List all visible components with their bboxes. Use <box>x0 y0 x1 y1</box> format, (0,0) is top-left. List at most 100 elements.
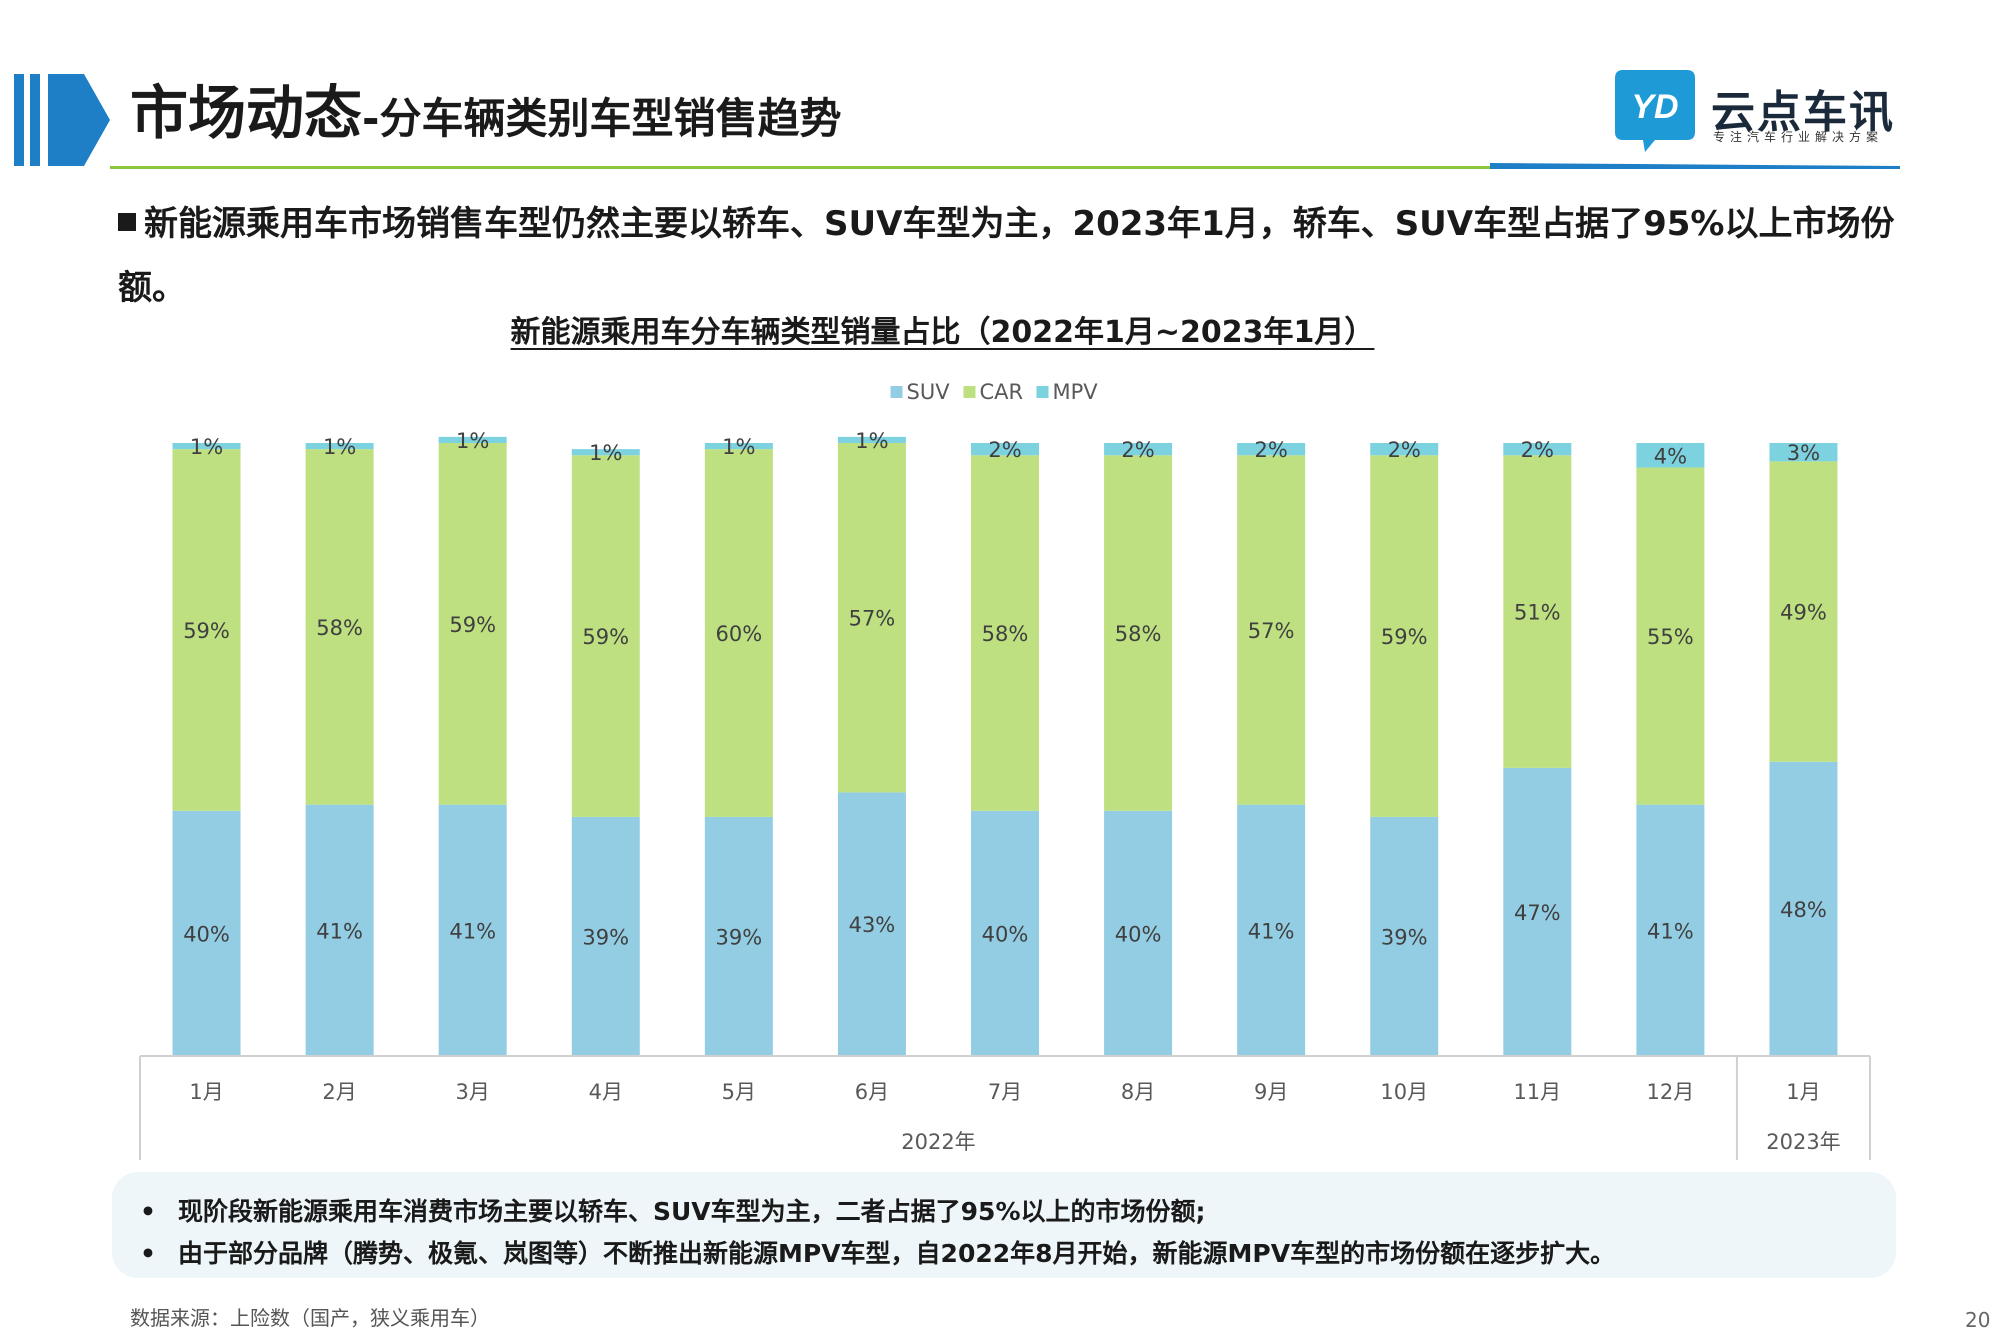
data-label-suv-9: 41% <box>1248 919 1295 943</box>
bar-mpv-1 <box>172 443 241 450</box>
category-label: 1月 <box>189 1080 223 1104</box>
stacked-bar-chart: SUV CAR MPV 40% 59% 1% 41% 58% 1% 41% 59% 1% 39% 59%… <box>139 380 1871 1160</box>
bar-suv-4 <box>571 816 640 1056</box>
bar-car-5 <box>704 449 773 817</box>
legend-label-car: CAR <box>980 380 1024 404</box>
bar-suv-1 <box>172 810 241 1056</box>
category-label: 5月 <box>722 1080 756 1104</box>
data-label-mpv-5: 1% <box>722 435 755 459</box>
bar-suv-6 <box>837 792 906 1056</box>
data-label-car-10: 59% <box>1381 625 1428 649</box>
bar-car-1 <box>172 449 241 811</box>
bar-mpv-5 <box>704 443 773 450</box>
category-label: 4月 <box>589 1080 623 1104</box>
data-label-mpv-2: 1% <box>323 435 356 459</box>
data-label-suv-5: 39% <box>716 925 763 949</box>
category-label: 12月 <box>1647 1080 1695 1104</box>
bar-mpv-10 <box>1370 443 1439 456</box>
header-bars-icon <box>14 74 110 166</box>
bar-mpv-13 <box>1769 443 1838 462</box>
bar-mpv-11 <box>1503 443 1572 456</box>
legend-label-mpv: MPV <box>1053 380 1099 404</box>
data-label-suv-7: 40% <box>982 922 1029 946</box>
data-label-mpv-12: 4% <box>1654 444 1687 468</box>
data-label-suv-12: 41% <box>1647 919 1694 943</box>
bar-car-3 <box>438 443 507 805</box>
bar-car-6 <box>837 443 906 793</box>
data-label-car-6: 57% <box>849 607 896 631</box>
bar-mpv-9 <box>1237 443 1306 456</box>
data-label-car-12: 55% <box>1647 625 1694 649</box>
chart-bars: 40% 59% 1% 41% 58% 1% 41% 59% 1% 39% 59% 1% 39% 60% 1%… <box>172 429 1838 1056</box>
bar-suv-7 <box>971 810 1039 1056</box>
page-title-sub: -分车辆类别车型销售趋势 <box>362 94 842 143</box>
brand-logo: YD 云点车讯 专注汽车行业解决方案 <box>1615 70 1893 155</box>
logo-mark-text: YD <box>1631 88 1678 126</box>
bar-mpv-3 <box>438 436 507 443</box>
data-label-suv-3: 41% <box>449 919 496 943</box>
bar-suv-10 <box>1370 816 1439 1056</box>
bar-suv-12 <box>1636 804 1705 1056</box>
data-label-car-9: 57% <box>1248 619 1295 643</box>
summary-bullet: 新能源乘用车市场销售车型仍然主要以轿车、SUV车型为主，2023年1月，轿车、S… <box>118 192 1898 320</box>
data-label-suv-11: 47% <box>1514 901 1561 925</box>
legend-swatch-suv <box>890 386 903 398</box>
note-item: • 现阶段新能源乘用车消费市场主要以轿车、SUV车型为主，二者占据了95%以上的市… <box>140 1197 1206 1226</box>
logo-mark-icon: YD <box>1615 70 1695 152</box>
bar-mpv-7 <box>971 443 1039 456</box>
data-label-suv-4: 39% <box>582 925 629 949</box>
bar-suv-13 <box>1769 761 1838 1056</box>
data-label-car-13: 49% <box>1780 601 1827 625</box>
data-label-mpv-11: 2% <box>1521 438 1554 462</box>
bar-car-12 <box>1636 467 1705 805</box>
group-label: 2022年 <box>901 1130 975 1154</box>
bar-suv-9 <box>1237 804 1306 1056</box>
category-label: 10月 <box>1380 1080 1428 1104</box>
data-label-mpv-3: 1% <box>456 429 489 453</box>
data-label-suv-1: 40% <box>183 922 230 946</box>
legend-label-suv: SUV <box>907 380 951 404</box>
note-bullet: • <box>140 1239 156 1268</box>
bar-mpv-4 <box>571 449 640 456</box>
data-label-mpv-10: 2% <box>1388 438 1421 462</box>
note-item: • 由于部分品牌（腾势、极氪、岚图等）不断推出新能源MPV车型，自2022年8月开… <box>140 1239 1616 1268</box>
logo-tagline: 专注汽车行业解决方案 <box>1713 130 1884 144</box>
legend-swatch-car <box>963 386 976 398</box>
bar-car-2 <box>305 449 374 805</box>
category-label: 7月 <box>988 1080 1022 1104</box>
data-label-car-5: 60% <box>716 622 763 646</box>
logo-name: 云点车讯 <box>1711 87 1895 138</box>
data-label-mpv-8: 2% <box>1121 438 1154 462</box>
category-label: 2月 <box>322 1080 356 1104</box>
category-label: 9月 <box>1254 1080 1288 1104</box>
category-label: 8月 <box>1121 1080 1155 1104</box>
data-label-suv-2: 41% <box>316 919 363 943</box>
bar-suv-2 <box>305 804 374 1056</box>
bar-car-8 <box>1104 455 1173 811</box>
bar-suv-11 <box>1503 767 1572 1056</box>
title-divider <box>110 163 1900 169</box>
data-label-car-11: 51% <box>1514 601 1561 625</box>
bar-mpv-2 <box>305 443 374 450</box>
chart-title: 新能源乘用车分车辆类型销量占比（2022年1月~2023年1月） <box>510 315 1375 350</box>
summary-text: 新能源乘用车市场销售车型仍然主要以轿车、SUV车型为主，2023年1月，轿车、S… <box>118 204 1895 308</box>
category-label: 6月 <box>855 1080 889 1104</box>
data-label-mpv-13: 3% <box>1787 441 1820 465</box>
data-label-suv-13: 48% <box>1780 898 1827 922</box>
bar-car-10 <box>1370 455 1439 817</box>
category-label: 3月 <box>456 1080 490 1104</box>
bar-car-13 <box>1769 461 1838 762</box>
bar-suv-8 <box>1104 810 1173 1056</box>
data-label-mpv-1: 1% <box>190 435 223 459</box>
group-label: 2023年 <box>1766 1130 1840 1154</box>
page-title-main: 市场动态 <box>130 79 363 147</box>
data-label-car-7: 58% <box>982 622 1029 646</box>
bar-car-11 <box>1503 455 1572 768</box>
chart-legend: SUV CAR MPV <box>890 380 1099 404</box>
notes-box: • 现阶段新能源乘用车消费市场主要以轿车、SUV车型为主，二者占据了95%以上的市… <box>112 1172 1896 1278</box>
category-label: 11月 <box>1513 1080 1561 1104</box>
data-label-car-1: 59% <box>183 619 230 643</box>
bar-mpv-6 <box>837 436 906 443</box>
data-label-suv-8: 40% <box>1115 922 1162 946</box>
square-bullet-icon <box>118 213 136 231</box>
